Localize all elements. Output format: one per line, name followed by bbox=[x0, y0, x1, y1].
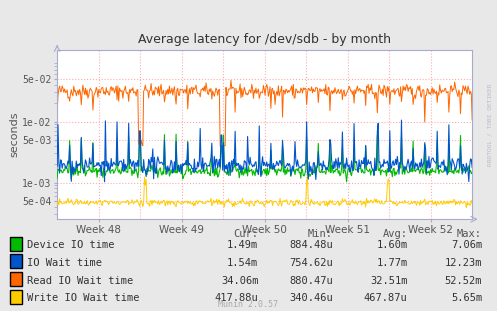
FancyBboxPatch shape bbox=[10, 272, 22, 286]
FancyBboxPatch shape bbox=[10, 290, 22, 304]
FancyBboxPatch shape bbox=[10, 254, 22, 268]
Text: Avg:: Avg: bbox=[383, 230, 408, 239]
Y-axis label: seconds: seconds bbox=[9, 112, 19, 157]
Text: IO Wait time: IO Wait time bbox=[27, 258, 102, 268]
Text: 7.06m: 7.06m bbox=[451, 240, 482, 250]
Text: 880.47u: 880.47u bbox=[289, 276, 333, 285]
Text: Write IO Wait time: Write IO Wait time bbox=[27, 293, 140, 303]
Text: Munin 2.0.57: Munin 2.0.57 bbox=[219, 300, 278, 309]
Text: 1.60m: 1.60m bbox=[376, 240, 408, 250]
FancyBboxPatch shape bbox=[10, 237, 22, 251]
Text: 884.48u: 884.48u bbox=[289, 240, 333, 250]
Text: 32.51m: 32.51m bbox=[370, 276, 408, 285]
Text: 340.46u: 340.46u bbox=[289, 293, 333, 303]
Text: Min:: Min: bbox=[308, 230, 333, 239]
Text: Read IO Wait time: Read IO Wait time bbox=[27, 276, 134, 285]
Title: Average latency for /dev/sdb - by month: Average latency for /dev/sdb - by month bbox=[138, 33, 391, 46]
Text: 417.88u: 417.88u bbox=[215, 293, 258, 303]
Text: Max:: Max: bbox=[457, 230, 482, 239]
Text: 1.49m: 1.49m bbox=[227, 240, 258, 250]
Text: 12.23m: 12.23m bbox=[445, 258, 482, 268]
Text: Cur:: Cur: bbox=[234, 230, 258, 239]
Text: RRDTOOL / TOBI OETIKER: RRDTOOL / TOBI OETIKER bbox=[487, 83, 492, 166]
Text: 1.77m: 1.77m bbox=[376, 258, 408, 268]
Text: 52.52m: 52.52m bbox=[445, 276, 482, 285]
Text: Device IO time: Device IO time bbox=[27, 240, 115, 250]
Text: 34.06m: 34.06m bbox=[221, 276, 258, 285]
Text: 5.65m: 5.65m bbox=[451, 293, 482, 303]
Text: 754.62u: 754.62u bbox=[289, 258, 333, 268]
Text: 467.87u: 467.87u bbox=[364, 293, 408, 303]
Text: 1.54m: 1.54m bbox=[227, 258, 258, 268]
